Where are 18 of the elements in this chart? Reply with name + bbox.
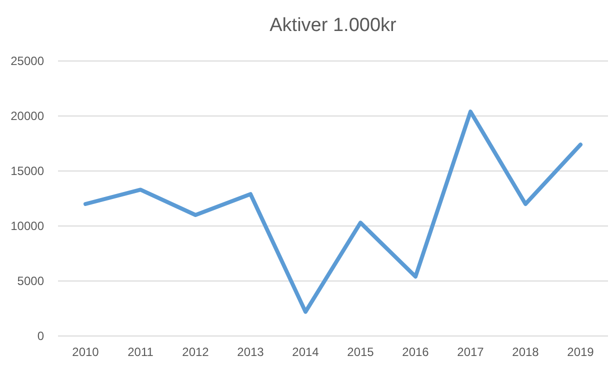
y-tick-label: 10000 [10,219,44,234]
x-tick-label: 2013 [237,345,264,359]
x-tick-label: 2012 [182,345,210,359]
chart-title: Aktiver 1.000kr [270,15,398,36]
x-tick-label: 2015 [347,345,374,359]
x-tick-label: 2014 [292,345,320,359]
y-tick-label: 20000 [10,109,44,124]
x-tick-label: 2010 [72,345,100,359]
y-tick-label: 15000 [10,164,44,178]
x-tick-label: 2019 [567,345,594,359]
line-series [84,110,582,314]
y-tick-label: 0 [37,329,44,344]
x-tick-label: 2011 [128,345,154,359]
x-tick-label: 2017 [457,345,484,359]
y-tick-label: 5000 [17,274,44,288]
y-tick-label: 25000 [10,54,44,68]
x-tick-label: 2016 [402,345,430,359]
x-tick-label: 2018 [512,345,540,359]
